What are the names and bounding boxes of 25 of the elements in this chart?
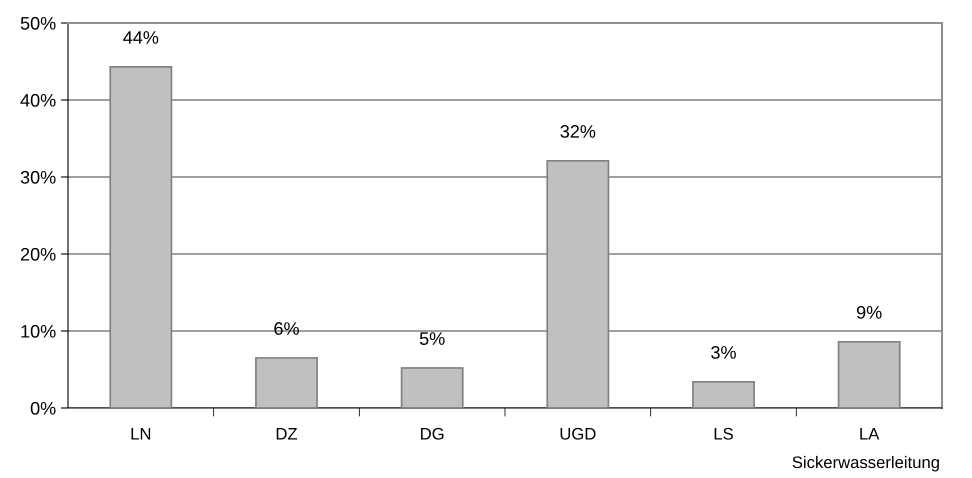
data-label: 3% [711,346,736,359]
x-tick-label: UGD [560,428,596,440]
bar [838,340,901,408]
y-tick-label: 50% [20,16,56,30]
y-tick-label: 40% [20,94,56,107]
x-tick-label: LS [714,428,733,440]
data-label: 5% [420,332,445,345]
data-label: 9% [856,306,882,319]
bar [400,367,464,408]
bar [692,380,755,408]
x-axis-title: Sickerwasserleitung [792,456,939,472]
y-tick-label: 30% [20,170,56,184]
x-tick-label: DZ [276,428,298,440]
bar [255,357,318,408]
y-tick-label: 20% [20,248,56,261]
data-label: 44% [123,31,158,44]
x-tick-label: LA [860,428,880,440]
x-tick-label: DG [421,428,444,440]
y-tick-label: 0% [30,402,56,415]
y-tick-label: 10% [21,324,56,338]
bar [546,160,610,408]
x-tick-label: LN [132,428,150,440]
data-label: 6% [274,322,299,335]
data-label: 32% [560,125,596,138]
bar [109,66,172,408]
